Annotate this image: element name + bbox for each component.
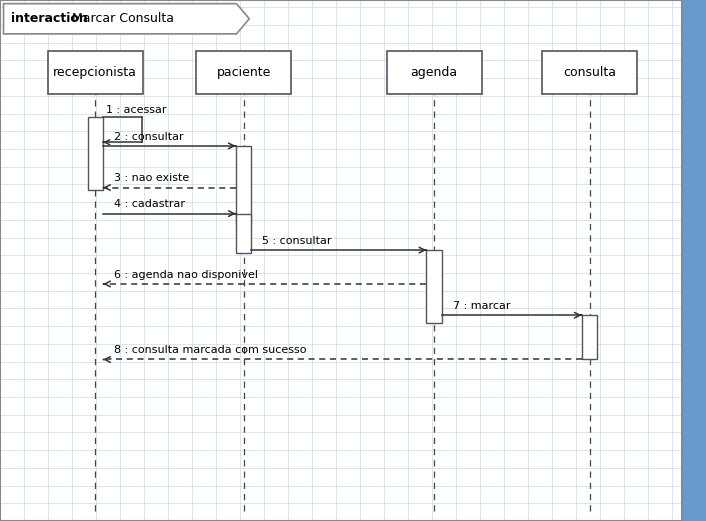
Bar — [48, 51, 143, 94]
Bar — [387, 51, 481, 94]
Text: 3 : nao existe: 3 : nao existe — [114, 173, 189, 183]
Text: interaction: interaction — [11, 13, 88, 25]
Text: 4 : cadastrar: 4 : cadastrar — [114, 200, 185, 209]
Text: 8 : consulta marcada com sucesso: 8 : consulta marcada com sucesso — [114, 345, 306, 355]
Bar — [88, 117, 103, 190]
Text: consulta: consulta — [563, 66, 616, 79]
Text: recepcionista: recepcionista — [54, 66, 137, 79]
Text: agenda: agenda — [411, 66, 457, 79]
Bar — [542, 51, 637, 94]
Text: Marcar Consulta: Marcar Consulta — [68, 13, 174, 25]
Text: paciente: paciente — [216, 66, 271, 79]
Bar — [236, 146, 251, 224]
Bar — [682, 0, 706, 521]
Bar — [196, 51, 292, 94]
Text: 2 : consultar: 2 : consultar — [114, 132, 184, 142]
Polygon shape — [4, 4, 249, 34]
Text: 1 : acessar: 1 : acessar — [106, 105, 167, 115]
Bar — [426, 250, 442, 323]
Text: 7 : marcar: 7 : marcar — [453, 301, 510, 311]
Bar — [582, 315, 597, 359]
Text: 5 : consultar: 5 : consultar — [262, 236, 331, 246]
Text: 6 : agenda nao disponivel: 6 : agenda nao disponivel — [114, 270, 258, 280]
Bar — [236, 214, 251, 253]
